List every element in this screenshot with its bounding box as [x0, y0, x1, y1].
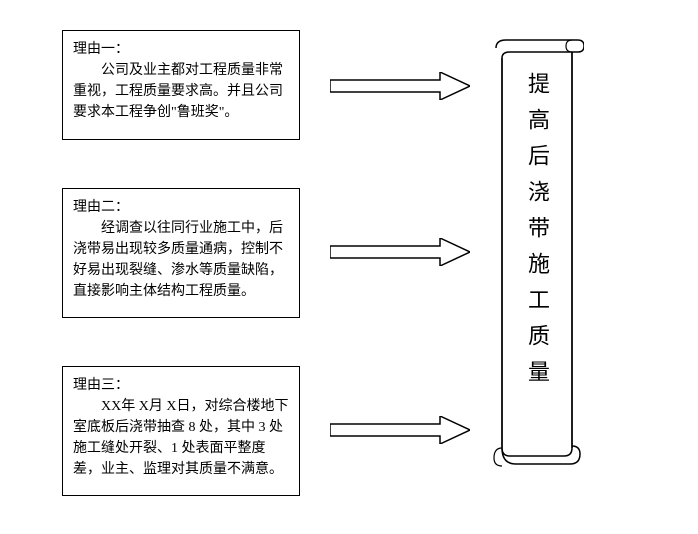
reason-box-1: 理由一： 公司及业主都对工程质量非常重视，工程质量要求高。并且公司要求本工程争创…	[62, 30, 300, 140]
reason-3-title: 理由三：	[73, 375, 289, 396]
scroll-banner: 提高后浇带施工质量	[490, 38, 584, 468]
scroll-text: 提高后浇带施工质量	[521, 72, 553, 396]
arrow-1	[330, 72, 470, 100]
reason-2-title: 理由二：	[73, 197, 289, 218]
arrow-2	[330, 238, 470, 266]
reason-box-2: 理由二： 经调查以往同行业施工中，后浇带易出现较多质量通病，控制不好易出现裂缝、…	[62, 188, 300, 318]
reason-2-body: 经调查以往同行业施工中，后浇带易出现较多质量通病，控制不好易出现裂缝、渗水等质量…	[73, 218, 289, 302]
reason-1-body: 公司及业主都对工程质量非常重视，工程质量要求高。并且公司要求本工程争创"鲁班奖"…	[73, 60, 289, 123]
reason-1-title: 理由一：	[73, 39, 289, 60]
reason-3-body: XX年 X月 X日，对综合楼地下室底板后浇带抽查 8 处，其中 3 处施工缝处开…	[73, 396, 289, 480]
arrow-3	[330, 416, 470, 444]
reason-box-3: 理由三： XX年 X月 X日，对综合楼地下室底板后浇带抽查 8 处，其中 3 处…	[62, 366, 300, 496]
